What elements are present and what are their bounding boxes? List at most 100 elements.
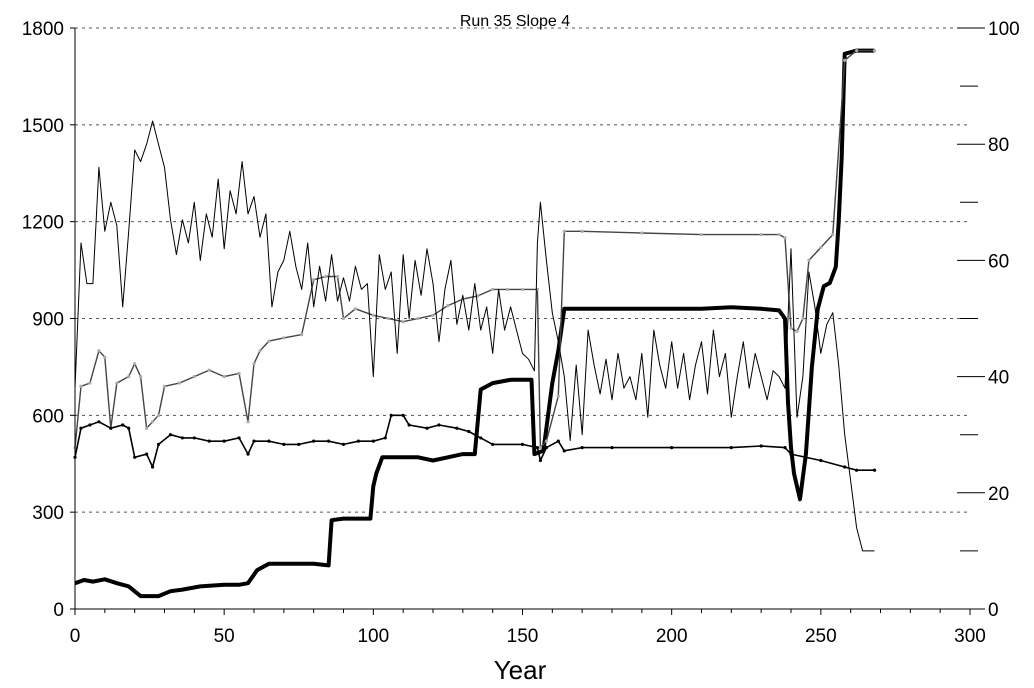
series-3-marker	[425, 426, 429, 430]
series-line-2	[74, 49, 875, 449]
series-2-marker	[795, 329, 799, 334]
series-3-marker	[297, 442, 301, 446]
series-2-marker	[162, 384, 167, 388]
series-2-marker	[97, 349, 101, 353]
x-tick-label: 300	[954, 626, 986, 647]
series-3-marker	[407, 423, 411, 427]
x-tick-label: 150	[507, 626, 539, 647]
series-3-marker	[267, 439, 271, 443]
series-3-marker	[222, 439, 226, 443]
series-2-marker	[777, 232, 781, 237]
series-3-marker	[341, 442, 346, 446]
series-line-1	[74, 48, 875, 599]
series-3-marker	[246, 452, 250, 456]
series-3-marker	[855, 468, 859, 472]
series-2-marker	[783, 236, 787, 240]
series-3-marker	[389, 413, 393, 417]
series-3-marker	[97, 420, 101, 424]
series-3-marker	[467, 429, 471, 434]
series-3-marker	[729, 446, 733, 450]
series-2-marker	[505, 287, 510, 292]
series-2-marker	[177, 381, 182, 385]
series-2-marker	[133, 362, 137, 366]
series-2-marker	[801, 316, 805, 321]
series-2-marker	[207, 368, 211, 372]
series-3-marker	[491, 442, 495, 446]
series-3-marker	[544, 446, 548, 450]
series-3-marker	[383, 436, 387, 440]
x-axis-label: Year	[494, 655, 547, 685]
y2-tick-label: 20	[988, 484, 1009, 505]
y-tick-label: 900	[32, 310, 64, 331]
series-2-marker	[127, 375, 131, 379]
series-2-marker	[759, 232, 763, 237]
series-2-marker	[699, 232, 704, 237]
series-2-marker	[156, 413, 161, 417]
series-2-marker	[246, 420, 250, 424]
series-3-marker	[133, 455, 137, 459]
series-2-marker	[520, 287, 525, 292]
series-2-marker	[312, 278, 316, 282]
series-3-marker	[88, 423, 92, 427]
y-tick-label: 1200	[22, 213, 64, 234]
series-2-marker	[401, 320, 405, 324]
x-tick-label: 100	[357, 626, 389, 647]
series-2-marker	[371, 313, 375, 317]
series-3-marker	[670, 446, 674, 450]
series-3-marker	[156, 442, 161, 446]
series-3-marker	[455, 426, 459, 430]
series-3-marker	[535, 446, 540, 450]
series-2-marker	[416, 316, 420, 321]
x-tick-label: 250	[805, 626, 837, 647]
y-tick-label: 600	[32, 406, 64, 427]
series-3-marker	[843, 465, 847, 469]
y2-tick-label: 100	[988, 19, 1020, 40]
series-2-marker	[431, 313, 435, 317]
series-2-marker	[324, 274, 328, 279]
series-3-marker	[356, 439, 361, 443]
series-3-marker	[520, 442, 525, 446]
series-3-marker	[872, 468, 877, 472]
series-2-marker	[538, 446, 543, 450]
series-2-marker	[103, 355, 107, 359]
y2-tick-label: 40	[988, 368, 1009, 389]
series-3-marker	[479, 436, 483, 440]
series-2-marker	[282, 336, 286, 340]
series-3-marker	[312, 439, 316, 443]
series-2-marker	[267, 339, 271, 343]
chart-title: Run 35 Slope 4	[460, 13, 570, 30]
series-2-marker	[544, 439, 548, 443]
series-3-marker	[237, 436, 241, 440]
series-3-marker	[401, 413, 405, 417]
y-tick-label: 300	[32, 503, 64, 524]
series-3-marker	[282, 442, 286, 446]
series-3-marker	[789, 452, 793, 456]
series-3-marker	[562, 449, 566, 453]
series-3-marker	[150, 465, 155, 469]
series-3-marker	[192, 436, 196, 440]
series-2-marker	[237, 371, 241, 375]
series-3-marker	[819, 458, 823, 463]
series-2-marker	[789, 326, 793, 330]
series-2-marker	[640, 231, 644, 235]
series-2-marker	[855, 48, 859, 53]
series-3-marker	[326, 439, 331, 443]
series-2-marker	[222, 375, 226, 379]
y2-tick-label: 0	[988, 600, 999, 621]
series-2-marker	[819, 245, 823, 250]
series-group	[73, 48, 877, 599]
series-3-marker	[759, 444, 763, 448]
series-line-3	[74, 414, 875, 471]
series-3-marker	[145, 452, 149, 456]
series-2-marker	[335, 274, 340, 279]
series-2-marker	[807, 258, 811, 262]
series-3-marker	[580, 446, 584, 450]
series-2-marker	[556, 394, 560, 398]
y-tick-label: 1500	[22, 116, 64, 137]
series-2-marker	[192, 375, 196, 379]
series-2-marker	[252, 362, 256, 366]
series-3-marker	[610, 446, 614, 450]
series-2-marker	[353, 307, 358, 311]
